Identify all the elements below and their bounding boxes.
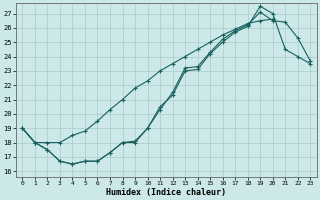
X-axis label: Humidex (Indice chaleur): Humidex (Indice chaleur): [106, 188, 226, 197]
